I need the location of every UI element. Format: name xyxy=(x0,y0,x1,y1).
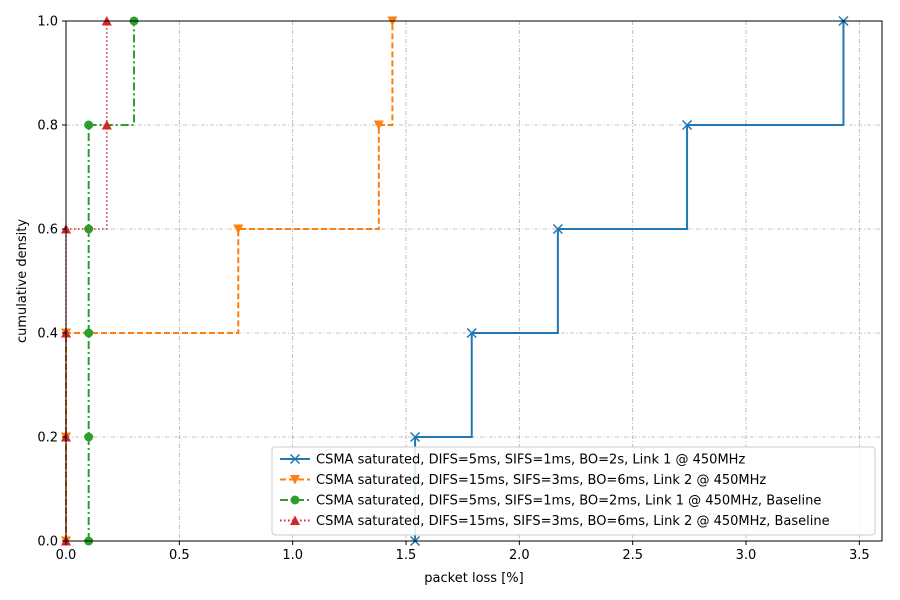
legend-swatch-marker xyxy=(290,495,300,505)
legend-swatch-marker xyxy=(290,515,300,525)
series-1-point xyxy=(466,327,477,339)
legend-label: CSMA saturated, DIFS=15ms, SIFS=3ms, BO=… xyxy=(316,514,830,529)
y-axis-label: cumulative density xyxy=(15,219,30,343)
marker-stroke xyxy=(410,431,421,443)
legend: CSMA saturated, DIFS=5ms, SIFS=1ms, BO=2… xyxy=(271,446,876,536)
axis-ticks: 0.0 0.5 1.0 1.5 2.0 2.5 3.0 3.5 0.0 0.2 0.4 0.6 0.8 1… xyxy=(37,15,869,564)
legend-swatch-marker xyxy=(289,453,301,465)
legend-label: CSMA saturated, DIFS=5ms, SIFS=1ms, BO=2… xyxy=(316,453,745,468)
x-tick-label: 3.5 xyxy=(849,548,870,563)
x-tick-label: 2.0 xyxy=(509,548,530,563)
series-3-point xyxy=(84,224,94,234)
legend-label: CSMA saturated, DIFS=5ms, SIFS=1ms, BO=2… xyxy=(316,494,821,509)
legend-swatch-marker xyxy=(290,475,300,485)
y-tick-label: 0.4 xyxy=(37,327,58,342)
series-1-point xyxy=(410,431,421,443)
x-tick-label: 1.0 xyxy=(282,548,303,563)
series-1-point xyxy=(552,223,563,235)
x-tick-label: 0.0 xyxy=(56,548,77,563)
series-2-point xyxy=(373,120,384,130)
series-4-point xyxy=(101,120,112,130)
marker-stroke xyxy=(682,119,693,131)
series-2-point xyxy=(233,224,244,234)
y-tick-label: 0.0 xyxy=(37,535,58,550)
x-tick-label: 3.0 xyxy=(736,548,757,563)
x-tick-label: 1.5 xyxy=(396,548,417,563)
series-3-point xyxy=(84,120,94,130)
marker-stroke xyxy=(289,453,301,465)
plot-frame xyxy=(65,20,883,542)
legend-label: CSMA saturated, DIFS=15ms, SIFS=3ms, BO=… xyxy=(316,473,766,488)
series-3-point xyxy=(84,432,94,442)
x-axis-label: packet loss [%] xyxy=(424,571,523,586)
legend-box xyxy=(271,446,876,536)
marker-stroke xyxy=(552,223,563,235)
series-line-4 xyxy=(65,21,108,541)
series-line-3 xyxy=(87,21,135,541)
x-tick-label: 2.5 xyxy=(622,548,643,563)
series-1-point xyxy=(682,119,693,131)
y-tick-label: 0.6 xyxy=(37,223,58,238)
x-tick-label: 0.5 xyxy=(169,548,190,563)
y-tick-label: 0.2 xyxy=(37,431,58,446)
series-3-point xyxy=(84,328,94,338)
series-line-1 xyxy=(414,21,845,541)
marker-stroke xyxy=(466,327,477,339)
y-tick-label: 1.0 xyxy=(37,15,58,30)
y-tick-label: 0.8 xyxy=(37,119,58,134)
